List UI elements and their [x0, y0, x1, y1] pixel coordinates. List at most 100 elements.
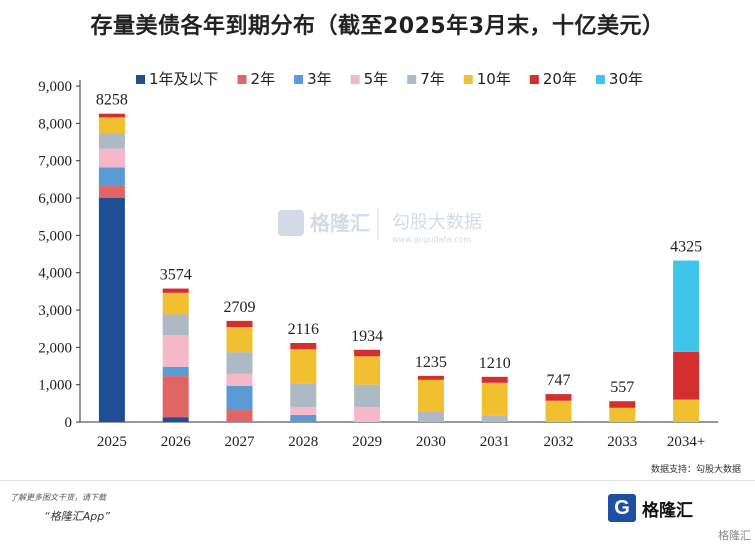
- x-tick-label: 2027: [225, 434, 256, 450]
- bar-segment: [290, 383, 317, 408]
- total-labels: 8258 3574 2709 2116 1934 1235 1210 747 557 4325: [96, 92, 702, 397]
- y-tick-label: 0: [65, 415, 73, 431]
- bar-segment: [162, 292, 189, 315]
- legend-swatch: [294, 75, 304, 84]
- watermark-url: www.gogudata.com: [392, 235, 471, 244]
- watermark-brand: 格隆汇: [310, 211, 370, 235]
- legend-label: 3年: [307, 70, 332, 88]
- x-tick-label: 2033: [607, 434, 637, 450]
- total-label: 1934: [351, 328, 383, 345]
- bar-segment: [545, 400, 572, 422]
- x-tick-label: 2031: [480, 434, 510, 450]
- stacked-bar-chart: 格隆汇 勾股大数据 www.gogudata.com 1年及以下 2年 3年 5年 7年 10…: [38, 70, 718, 450]
- bar-segment: [481, 415, 508, 422]
- legend-label: 2年: [251, 70, 276, 88]
- y-tick-label: 4,000: [38, 266, 72, 282]
- y-tick-label: 1,000: [38, 378, 72, 394]
- legend-label: 1年及以下: [149, 70, 219, 88]
- watermark-logo-icon: [278, 210, 304, 236]
- bar-segment: [481, 376, 508, 383]
- legend-label: 5年: [364, 70, 389, 88]
- bar-segment: [162, 366, 189, 377]
- legend-label: 20年: [543, 70, 577, 88]
- bar-segment: [354, 356, 381, 385]
- bar-segment: [162, 335, 189, 367]
- bar-segment: [545, 394, 572, 401]
- total-label: 3574: [160, 267, 192, 284]
- bar-segment: [417, 375, 444, 380]
- bar-segment: [354, 384, 381, 408]
- legend-swatch: [407, 75, 417, 84]
- chart-title: 存量美债各年到期分布（截至2025年3月末，十亿美元）: [90, 14, 665, 39]
- source-note: 数据支持：勾股大数据: [650, 465, 741, 475]
- total-label: 747: [547, 372, 571, 389]
- bar-segment: [290, 343, 317, 350]
- total-label: 2709: [224, 299, 256, 316]
- bar-segment: [226, 320, 253, 328]
- bar-segment: [98, 113, 125, 118]
- bar-segment: [673, 260, 700, 352]
- legend-swatch: [350, 75, 360, 84]
- bar-segment: [417, 411, 444, 422]
- total-label: 1210: [479, 355, 511, 372]
- bar-segment: [98, 198, 125, 422]
- bar-segment: [354, 349, 381, 357]
- bar-segment: [98, 167, 125, 187]
- bar-segment: [354, 407, 381, 422]
- x-tick-label: 2030: [416, 434, 446, 450]
- bar-segment: [162, 417, 189, 422]
- bar-segment: [98, 148, 125, 168]
- bars: [98, 113, 700, 422]
- bar-segment: [226, 327, 253, 353]
- bar-segment: [290, 414, 317, 422]
- bar-segment: [98, 117, 125, 134]
- x-tick-label: 2028: [288, 434, 318, 450]
- bar-segment: [290, 407, 317, 415]
- x-tick-label: 2032: [544, 434, 574, 450]
- bar-segment: [481, 382, 508, 416]
- footer-note: 了解更多图文干货，请下载: [10, 493, 106, 502]
- y-tick-label: 7,000: [38, 154, 72, 170]
- bar-segment: [290, 349, 317, 384]
- bar-segment: [226, 410, 253, 422]
- logo-mark-icon: G: [608, 494, 636, 522]
- logo-text: 格隆汇: [642, 500, 693, 521]
- total-label: 8258: [96, 92, 128, 109]
- y-tick-label: 2,000: [38, 340, 72, 356]
- y-tick-label: 5,000: [38, 228, 72, 244]
- legend-swatch: [136, 75, 145, 84]
- legend-swatch: [237, 75, 247, 84]
- bar-segment: [162, 376, 189, 418]
- footer-divider: [0, 480, 755, 481]
- corner-watermark: 格隆汇: [718, 529, 751, 542]
- y-tick-label: 8,000: [38, 116, 72, 132]
- x-tick-label: 2025: [97, 434, 127, 450]
- bar-segment: [226, 373, 253, 386]
- watermark-source: 勾股大数据: [392, 212, 482, 233]
- bar-segment: [609, 407, 636, 422]
- x-tick-label: 2026: [161, 434, 192, 450]
- y-tick-label: 6,000: [38, 191, 72, 207]
- legend-label: 7年: [420, 70, 445, 88]
- legend-label: 30年: [609, 70, 643, 88]
- total-label: 2116: [288, 321, 319, 338]
- footer-app-name: “格隆汇App”: [44, 510, 110, 523]
- bar-segment: [226, 385, 253, 411]
- total-label: 1235: [415, 354, 447, 371]
- bar-segment: [226, 352, 253, 374]
- footer-logo[interactable]: G 格隆汇: [608, 494, 693, 522]
- y-tick-label: 9,000: [38, 79, 72, 95]
- bar-segment: [98, 186, 125, 198]
- legend-swatch: [463, 75, 473, 84]
- total-label: 4325: [670, 239, 702, 256]
- y-tick-label: 3,000: [38, 303, 72, 319]
- x-tick-label: 2034+: [667, 434, 705, 450]
- bar-segment: [609, 401, 636, 408]
- legend-swatch: [595, 75, 605, 84]
- bar-segment: [98, 133, 125, 149]
- legend-label: 10年: [477, 70, 511, 88]
- bar-segment: [673, 351, 700, 400]
- bar-segment: [673, 399, 700, 422]
- bar-segment: [162, 288, 189, 293]
- watermark: 格隆汇 勾股大数据 www.gogudata.com: [278, 208, 482, 244]
